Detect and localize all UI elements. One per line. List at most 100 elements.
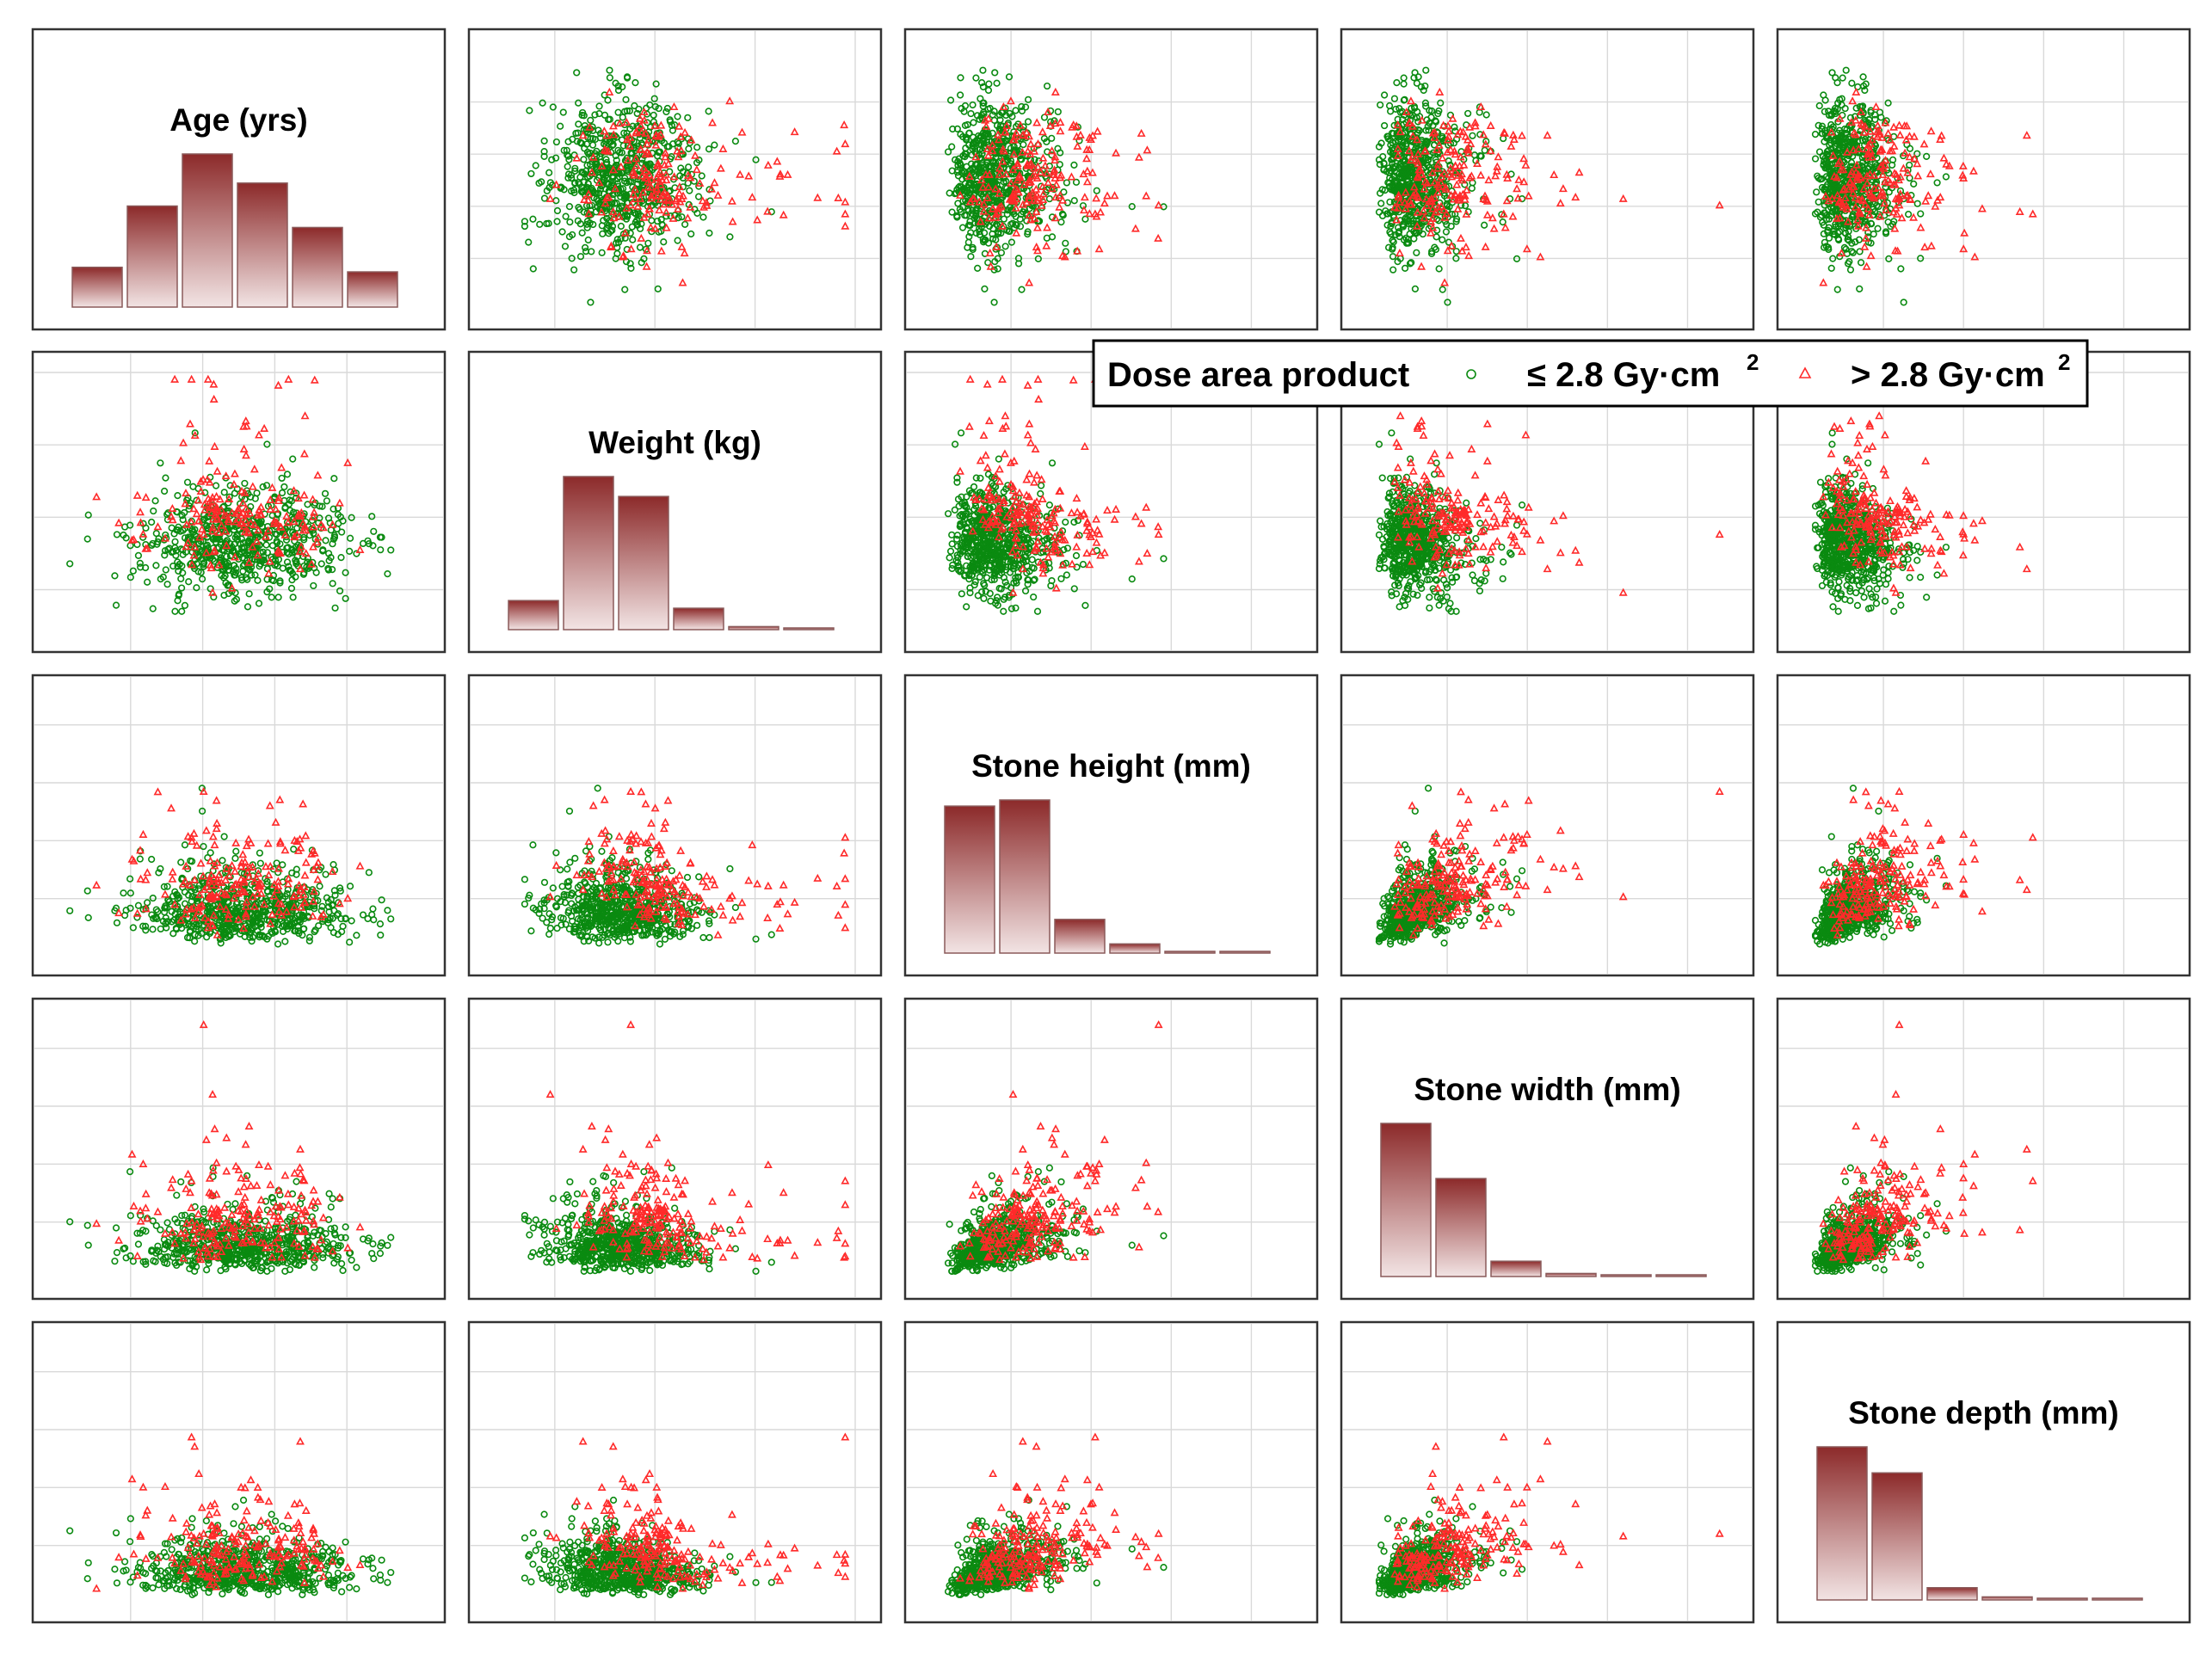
point-low-dose [1081, 601, 1089, 609]
point-high-dose [841, 139, 850, 148]
point-high-dose [1862, 223, 1870, 231]
point-high-dose [998, 221, 1007, 230]
point-low-dose [540, 137, 548, 145]
point-high-dose [1959, 173, 1969, 181]
point-high-dose [1082, 177, 1092, 186]
point-low-dose [1884, 99, 1892, 107]
point-high-dose [681, 127, 690, 136]
point-high-dose [620, 228, 630, 237]
point-high-dose [981, 451, 990, 459]
point-high-dose [1618, 194, 1628, 202]
point-high-dose [186, 419, 194, 428]
point-high-dose [695, 178, 705, 187]
point-high-dose [1977, 204, 1987, 212]
point-low-dose [595, 200, 603, 207]
point-low-dose [353, 550, 360, 557]
point-high-dose [1045, 120, 1055, 129]
point-low-dose [583, 220, 591, 228]
point-high-dose [994, 135, 1003, 144]
point-high-dose [1068, 559, 1077, 568]
point-low-dose [617, 222, 625, 231]
point-high-dose [196, 486, 206, 495]
point-low-dose [980, 108, 988, 116]
point-high-dose [763, 160, 773, 169]
point-low-dose [705, 229, 713, 237]
point-low-dose [139, 533, 147, 541]
point-low-dose [152, 562, 160, 569]
point-low-dose [1002, 485, 1010, 493]
point-low-dose [1022, 553, 1030, 561]
point-low-dose [1048, 134, 1056, 142]
point-low-dose [565, 233, 574, 241]
point-high-dose [194, 495, 203, 504]
point-low-dose [1422, 102, 1430, 110]
point-low-dose [536, 220, 544, 228]
point-high-dose [676, 146, 686, 155]
point-low-dose [1422, 66, 1430, 74]
point-high-dose [1405, 196, 1414, 205]
point-low-dose [967, 109, 975, 118]
point-low-dose [330, 535, 337, 543]
point-low-dose [1079, 561, 1088, 569]
point-high-dose [231, 552, 240, 561]
point-low-dose [1045, 195, 1053, 203]
point-low-dose [1386, 228, 1394, 236]
point-high-dose [632, 154, 641, 163]
panel-r1-c4 [1340, 28, 1755, 331]
point-high-dose [692, 165, 701, 174]
point-high-dose [1420, 177, 1430, 186]
point-low-dose [960, 532, 968, 541]
point-low-dose [1821, 238, 1828, 246]
point-high-dose [1420, 213, 1429, 222]
point-low-dose [626, 125, 634, 132]
hist-bar [508, 600, 559, 631]
point-high-dose [1901, 191, 1911, 200]
point-high-dose [1944, 161, 1954, 169]
point-low-dose [560, 146, 568, 154]
point-high-dose [1085, 132, 1094, 141]
point-high-dose [1406, 96, 1415, 105]
point-low-dose [955, 183, 963, 192]
point-high-dose [1018, 147, 1027, 156]
point-low-dose [346, 547, 354, 555]
point-high-dose [671, 196, 681, 205]
point-low-dose [163, 581, 171, 588]
point-low-dose [1842, 245, 1850, 253]
point-low-dose [963, 544, 970, 551]
point-low-dose [1841, 125, 1849, 133]
point-low-dose [1824, 243, 1833, 251]
point-low-dose [1056, 161, 1063, 169]
point-low-dose [951, 506, 958, 514]
point-high-dose [1443, 147, 1452, 156]
point-high-dose [1067, 508, 1076, 517]
point-low-dose [675, 214, 682, 222]
point-low-dose [287, 584, 296, 593]
point-low-dose [964, 552, 972, 561]
point-high-dose [2028, 209, 2037, 218]
point-low-dose [1001, 578, 1009, 586]
point-high-dose [266, 504, 275, 513]
point-low-dose [139, 520, 147, 527]
point-high-dose [1400, 198, 1409, 206]
point-high-dose [1860, 242, 1870, 250]
point-high-dose [691, 151, 699, 159]
point-high-dose [989, 204, 998, 212]
point-high-dose [1835, 197, 1845, 206]
point-high-dose [975, 494, 984, 502]
point-high-dose [646, 223, 656, 231]
point-high-dose [1886, 135, 1895, 144]
point-low-dose [538, 178, 545, 186]
point-high-dose [242, 451, 250, 459]
point-low-dose [1404, 178, 1412, 186]
point-low-dose [365, 540, 373, 548]
point-high-dose [1931, 201, 1940, 210]
point-high-dose [661, 148, 670, 157]
point-low-dose [640, 255, 648, 262]
point-high-dose [1827, 127, 1836, 136]
point-low-dose [966, 218, 974, 225]
point-high-dose [1895, 130, 1905, 138]
point-low-dose [157, 459, 164, 467]
point-low-dose [1058, 210, 1067, 218]
point-low-dose [991, 69, 999, 77]
point-low-dose [690, 177, 698, 185]
